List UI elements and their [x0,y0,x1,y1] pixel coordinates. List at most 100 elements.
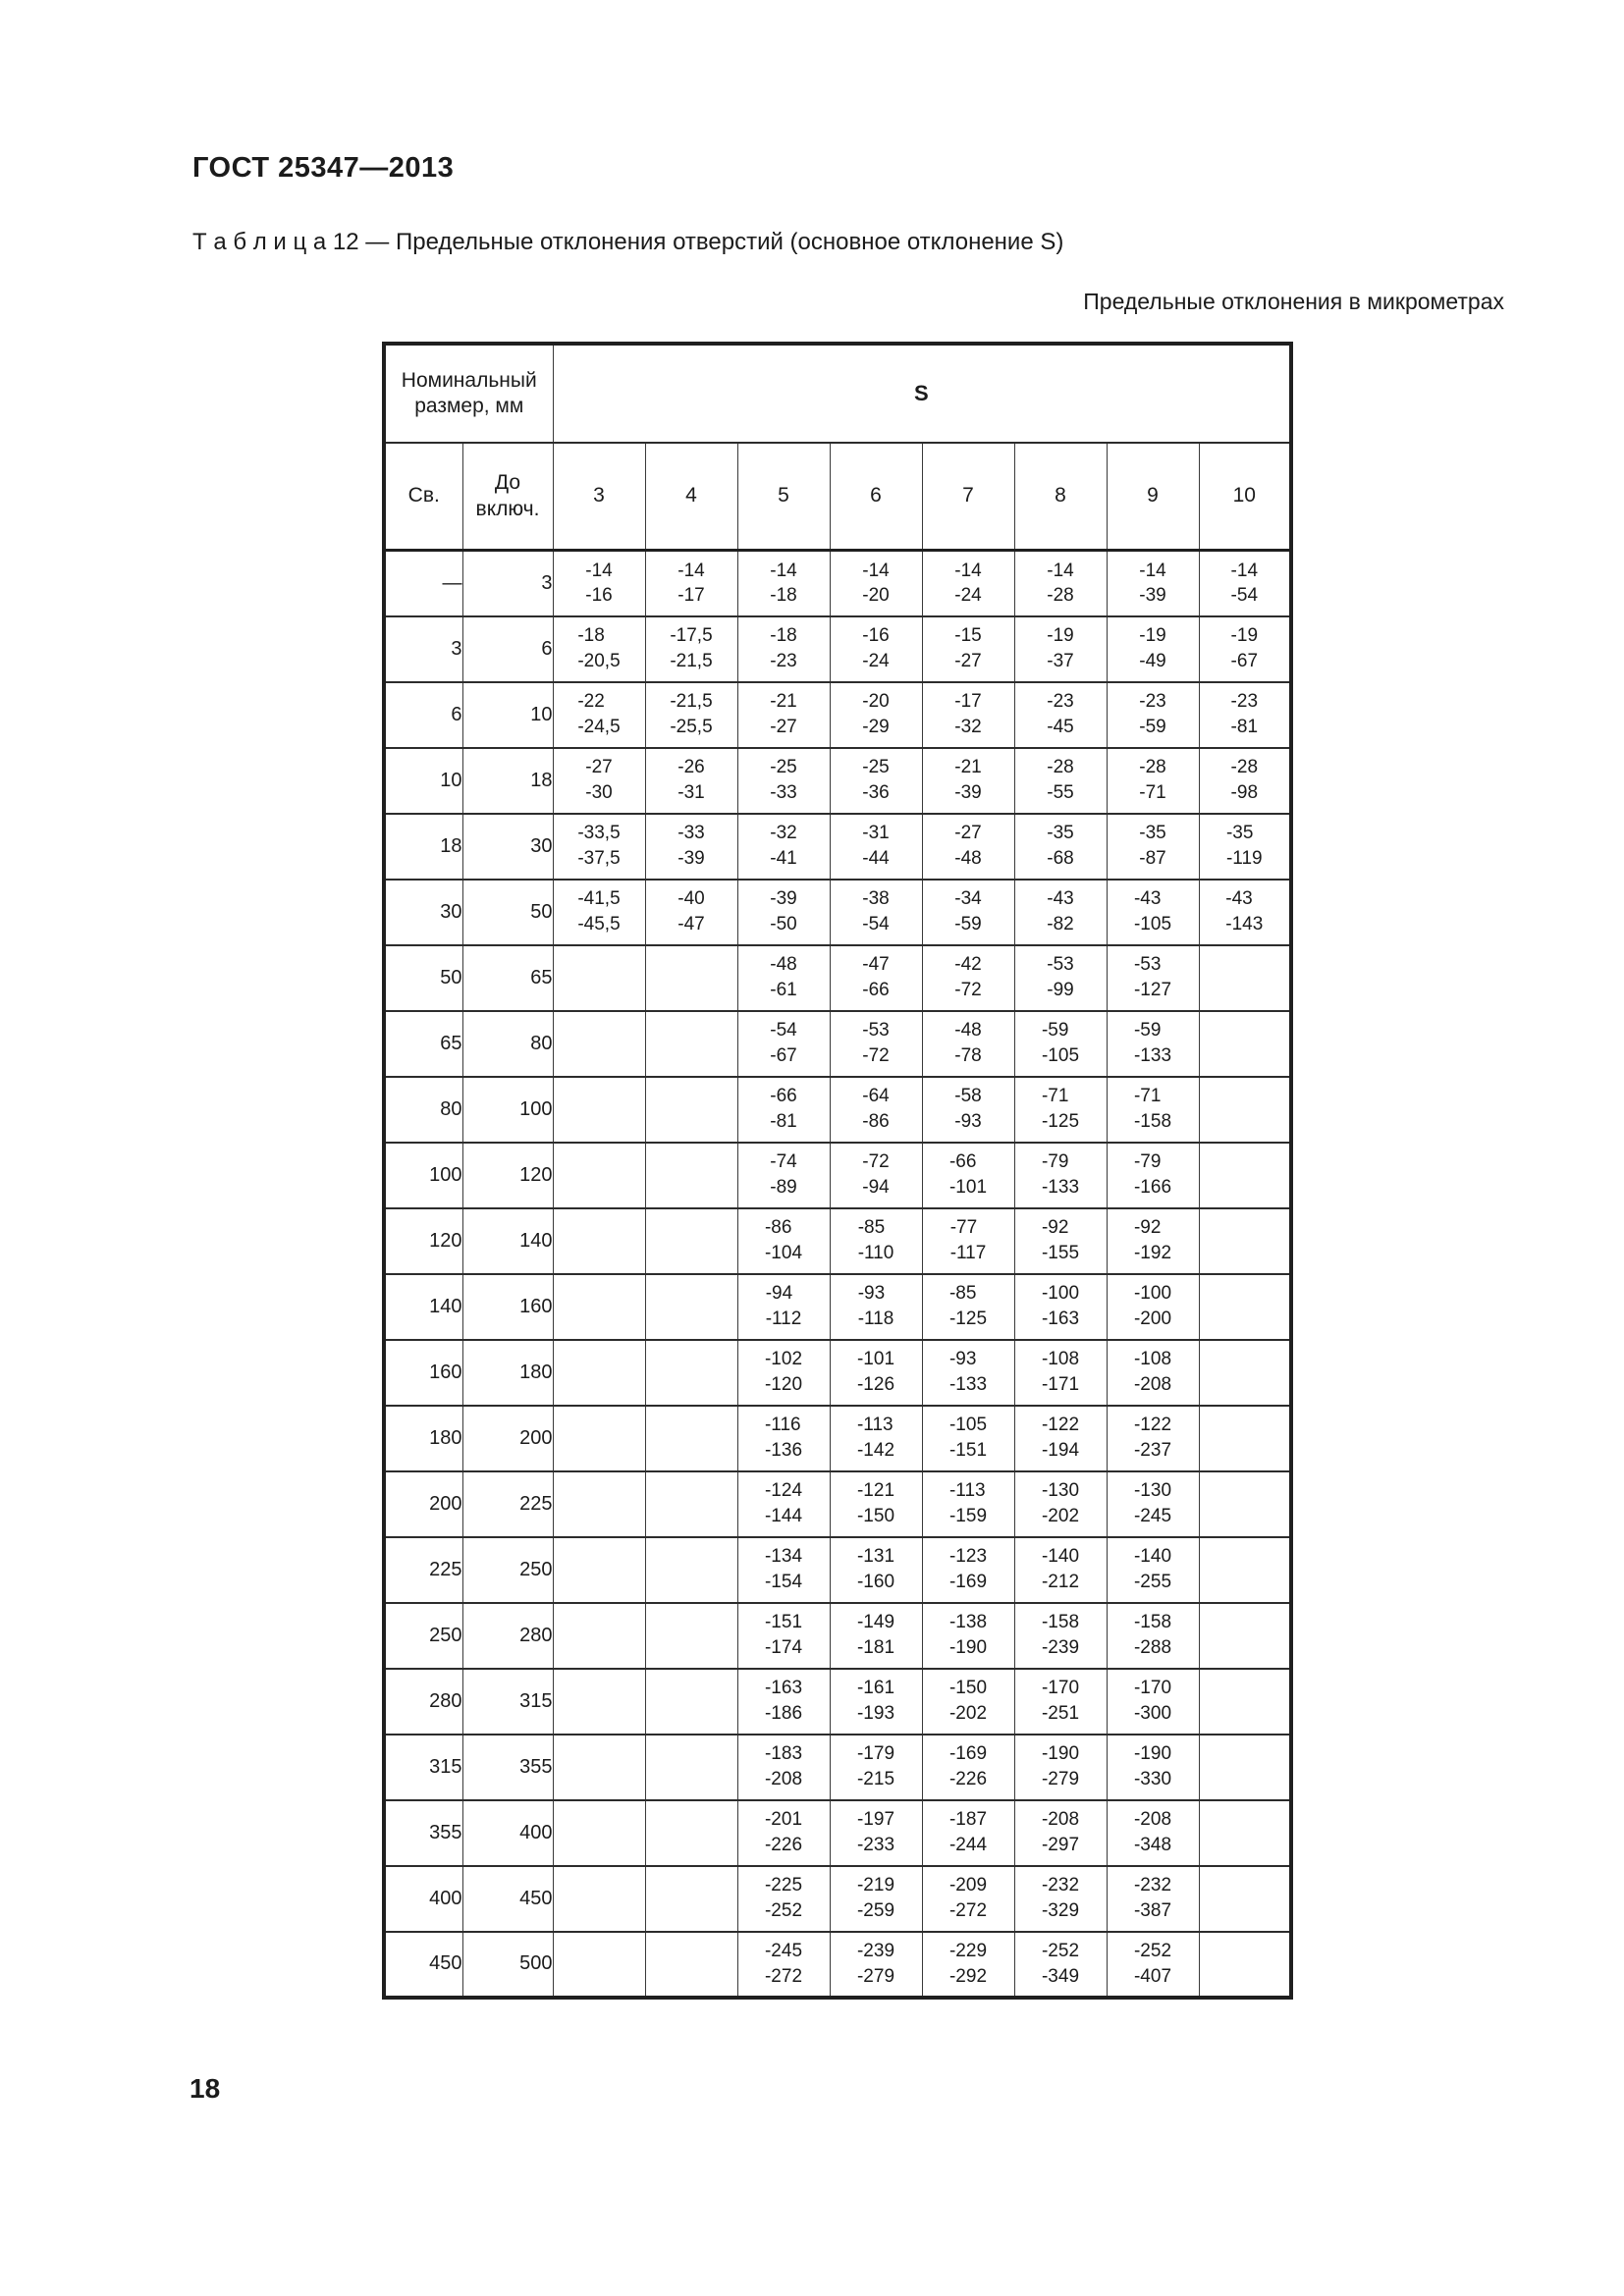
deviation-cell [1198,1404,1292,1472]
deviation-pair: -19 -37 [1047,625,1074,671]
deviation-pair: -239 -279 [856,1940,895,1987]
deviation-pair: -20 -29 [862,691,890,737]
deviation-pair: -124 -144 [764,1480,803,1526]
upto-cell: 120 [461,1141,554,1209]
deviation-cell: -190 -330 [1106,1733,1200,1801]
deviation-cell: -27 -30 [552,746,646,815]
table-row: 180 200 -116 -136 -113 -142 -105 -151 -122 -194 -1… [383,1404,1292,1472]
deviation-pair: -116 -136 [764,1415,803,1461]
deviation-pair: -105 -151 [948,1415,988,1461]
column-header-over: Св. [383,442,463,552]
deviation-cell [552,1798,646,1867]
deviation-pair: -190 -279 [1041,1743,1080,1789]
deviation-cell: -19 -37 [1013,614,1108,683]
deviation-pair: -33 -39 [677,823,705,869]
deviation-cell: -32 -41 [736,812,831,881]
deviation-cell [1198,1338,1292,1407]
deviation-pair: -169 -226 [948,1743,988,1789]
deviation-cell [552,1206,646,1275]
deviation-cell: -39 -50 [736,878,831,946]
deviation-cell: -151 -174 [736,1601,831,1670]
deviation-pair: -27 -48 [954,823,982,869]
deviation-cell: -72 -94 [829,1141,923,1209]
deviation-cell [644,1338,738,1407]
deviation-pair: -14 -18 [770,560,797,607]
deviation-pair: -183 -208 [764,1743,803,1789]
deviation-pair: -23 -45 [1047,691,1074,737]
deviation-cell: -108 -171 [1013,1338,1108,1407]
deviation-pair: -85 -125 [948,1283,988,1329]
deviation-cell: -66 -101 [921,1141,1015,1209]
deviation-cell: -100 -163 [1013,1272,1108,1341]
deviation-cell: -53 -99 [1013,943,1108,1012]
deviation-pair: -179 -215 [856,1743,895,1789]
deviation-cell: -130 -202 [1013,1469,1108,1538]
deviation-pair: -123 -169 [948,1546,988,1592]
upto-cell: 65 [461,943,554,1012]
over-cell: 50 [383,943,463,1012]
deviation-cell: -232 -329 [1013,1864,1108,1933]
table-row: 80 100 -66 -81 -64 -86 -58 -93 -71 -125 -71 -158 [383,1075,1292,1144]
over-cell: 400 [383,1864,463,1933]
over-cell: 80 [383,1075,463,1144]
table-header-row-2: Св. До включ. 3 4 5 6 7 8 9 10 [383,442,1292,552]
deviation-cell: -79 -133 [1013,1141,1108,1209]
table-row: 120 140 -86 -104 -85 -110 -77 -117 -92 -155 -92 -19… [383,1206,1292,1275]
table-row: 400 450 -225 -252 -219 -259 -209 -272 -232 -329 -2… [383,1864,1292,1933]
deviation-pair: -43 -105 [1133,888,1172,934]
deviation-pair: -219 -259 [856,1875,895,1921]
deviation-pair: -42 -72 [954,954,982,1000]
deviation-cell [644,1930,738,1999]
table-row: 30 50 -41,5 -45,5 -40 -47 -39 -50 -38 -54 -34 -59 -4… [383,878,1292,946]
deviation-cell: -187 -244 [921,1798,1015,1867]
deviation-pair: -14 -17 [677,560,705,607]
deviation-pair: -72 -94 [862,1151,890,1198]
deviation-pair: -232 -329 [1041,1875,1080,1921]
upto-cell: 500 [461,1930,554,1999]
over-cell: 250 [383,1601,463,1670]
deviation-cell [644,1864,738,1933]
upto-cell: 50 [461,878,554,946]
deviation-pair: -158 -288 [1133,1612,1172,1658]
deviation-pair: -40 -47 [677,888,705,934]
deviation-pair: -34 -59 [954,888,982,934]
table-row: 280 315 -163 -186 -161 -193 -150 -202 -170 -251 -1… [383,1667,1292,1735]
deviation-pair: -59 -105 [1041,1020,1080,1066]
table-row: 65 80 -54 -67 -53 -72 -48 -78 -59 -105 -59 -133 [383,1009,1292,1078]
deviation-cell: -14 -20 [829,549,923,617]
upto-cell: 280 [461,1601,554,1670]
deviation-pair: -16 -24 [862,625,890,671]
deviation-cell [1198,1864,1292,1933]
deviation-cell: -18 -20,5 [552,614,646,683]
upto-cell: 315 [461,1667,554,1735]
deviation-pair: -130 -245 [1133,1480,1172,1526]
deviation-cell: -100 -200 [1106,1272,1200,1341]
upto-cell: 450 [461,1864,554,1933]
deviation-cell [552,1930,646,1999]
deviation-cell [552,1667,646,1735]
deviation-cell [1198,1733,1292,1801]
deviation-pair: -252 -349 [1041,1940,1080,1987]
upto-cell: 30 [461,812,554,881]
deviation-pair: -47 -66 [862,954,890,1000]
deviation-cell: -229 -292 [921,1930,1015,1999]
deviation-pair: -17 -32 [954,691,982,737]
deviation-cell: -14 -28 [1013,549,1108,617]
deviation-pair: -138 -190 [948,1612,988,1658]
upto-cell: 6 [461,614,554,683]
deviation-cell: -158 -239 [1013,1601,1108,1670]
deviation-pair: -101 -126 [856,1349,895,1395]
deviation-pair: -27 -30 [585,757,613,803]
upto-cell: 225 [461,1469,554,1538]
deviation-cell: -208 -297 [1013,1798,1108,1867]
table-row: —3 -14 -16 -14 -17 -14 -18 -14 -20 -14 -24 -14 -28 -1… [383,549,1292,617]
deviation-pair: -149 -181 [856,1612,895,1658]
deviation-cell: -92 -155 [1013,1206,1108,1275]
deviation-cell: -105 -151 [921,1404,1015,1472]
deviation-pair: -18 -20,5 [577,625,621,671]
deviation-cell: -53 -72 [829,1009,923,1078]
deviation-cell [1198,1206,1292,1275]
deviation-pair: -53 -99 [1047,954,1074,1000]
upto-cell: 250 [461,1535,554,1604]
deviation-cell: -190 -279 [1013,1733,1108,1801]
